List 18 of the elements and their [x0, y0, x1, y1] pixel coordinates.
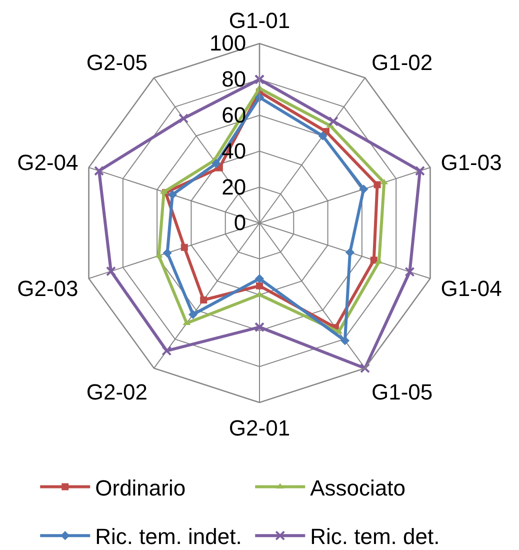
y-tick-label: 100: [209, 30, 246, 56]
spoke-label: G2-05: [86, 50, 148, 75]
spoke-label: G2-01: [228, 416, 290, 441]
legend-label: Ric. tem. det.: [310, 524, 440, 550]
y-tick-label: 80: [222, 66, 246, 92]
y-tick-label: 0: [234, 210, 246, 236]
spoke-label: G2-02: [86, 379, 148, 404]
spoke-label: G1-04: [440, 276, 502, 302]
legend-label: Ric. tem. indet.: [95, 524, 242, 550]
spoke-label: G1-03: [440, 150, 502, 176]
legend-label: Associato: [310, 475, 406, 500]
legend-label: Ordinario: [95, 475, 186, 500]
spoke-label: G2-03: [17, 276, 78, 302]
y-tick-label: 20: [222, 174, 246, 200]
spoke-label: G2-04: [17, 150, 78, 176]
spoke-label: G1-01: [228, 8, 290, 34]
spoke-label: G1-02: [372, 50, 433, 75]
spoke-label: G1-05: [372, 379, 433, 404]
